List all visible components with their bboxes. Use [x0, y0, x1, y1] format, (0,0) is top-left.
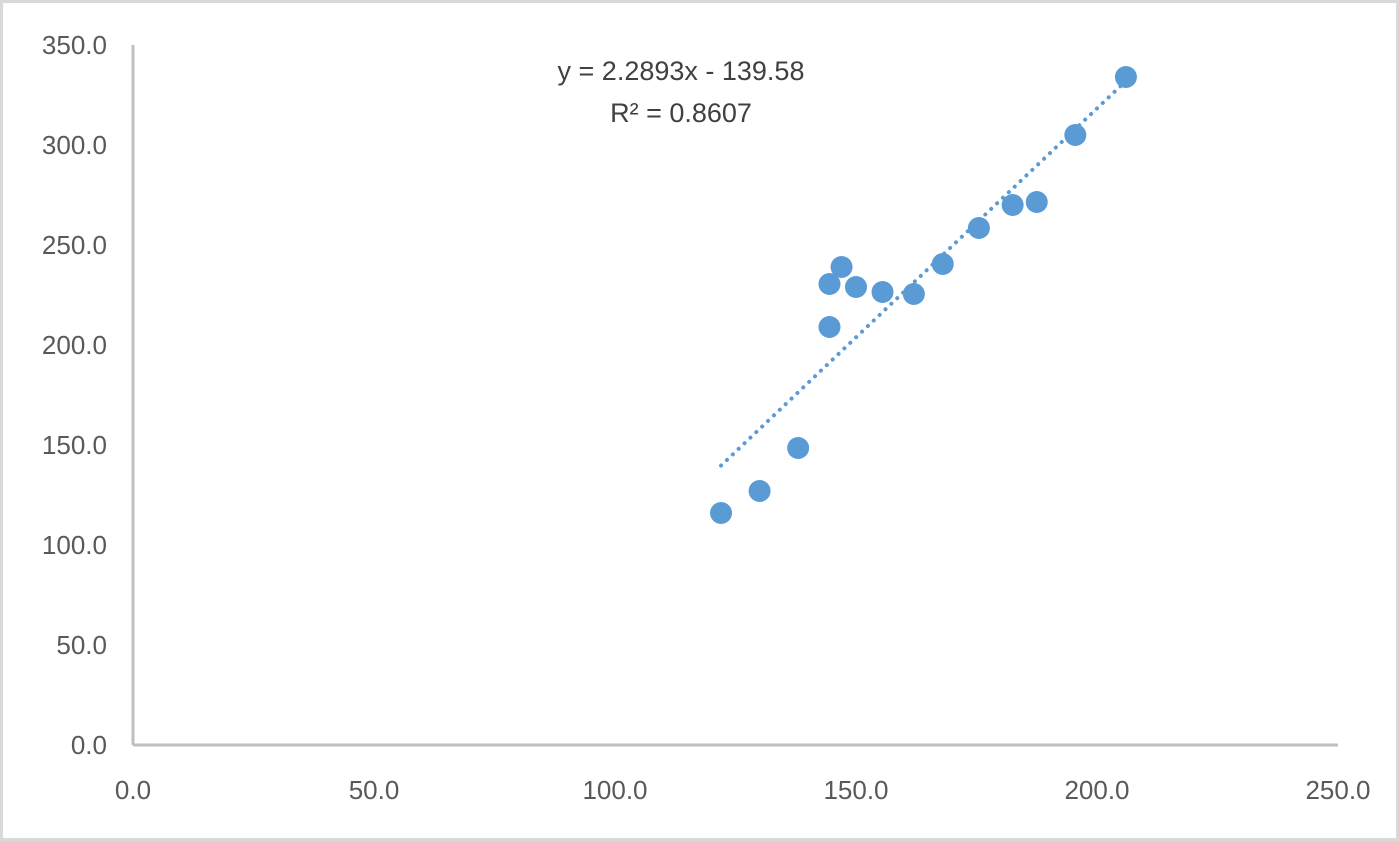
x-tick-label: 50.0 [349, 775, 400, 805]
data-point [818, 316, 841, 338]
data-point [871, 281, 894, 303]
data-point [1001, 194, 1024, 216]
y-tick-label: 0.0 [71, 730, 107, 760]
x-tick-label: 0.0 [115, 775, 151, 805]
data-point [1114, 66, 1137, 88]
y-tick-label: 300.0 [42, 130, 107, 160]
data-point [1025, 191, 1048, 213]
data-points [710, 66, 1137, 524]
data-point [967, 217, 990, 239]
data-point [902, 283, 925, 305]
x-tick-labels: 0.0 50.0 100.0 150.0 200.0 250.0 [115, 775, 1371, 805]
y-tick-label: 50.0 [56, 630, 107, 660]
y-tick-label: 250.0 [42, 230, 107, 260]
data-point [931, 253, 954, 275]
y-tick-label: 150.0 [42, 430, 107, 460]
trendline-r-squared: R² = 0.8607 [610, 98, 752, 128]
x-tick-label: 150.0 [823, 775, 888, 805]
trendline-equation: y = 2.2893x - 139.58 [558, 56, 805, 86]
y-tick-label: 100.0 [42, 530, 107, 560]
data-point [748, 480, 771, 502]
x-tick-label: 200.0 [1064, 775, 1129, 805]
axes [131, 45, 1338, 747]
x-tick-label: 250.0 [1305, 775, 1370, 805]
data-point [830, 256, 853, 278]
x-tick-label: 100.0 [582, 775, 647, 805]
data-point [845, 276, 867, 298]
data-point [710, 502, 733, 524]
y-tick-label: 200.0 [42, 330, 107, 360]
y-tick-labels: 0.0 50.0 100.0 150.0 200.0 250.0 300.0 350.0 [42, 30, 107, 760]
data-point [818, 273, 841, 295]
data-point [1064, 124, 1087, 146]
y-tick-label: 350.0 [42, 30, 107, 60]
data-point [787, 437, 810, 459]
